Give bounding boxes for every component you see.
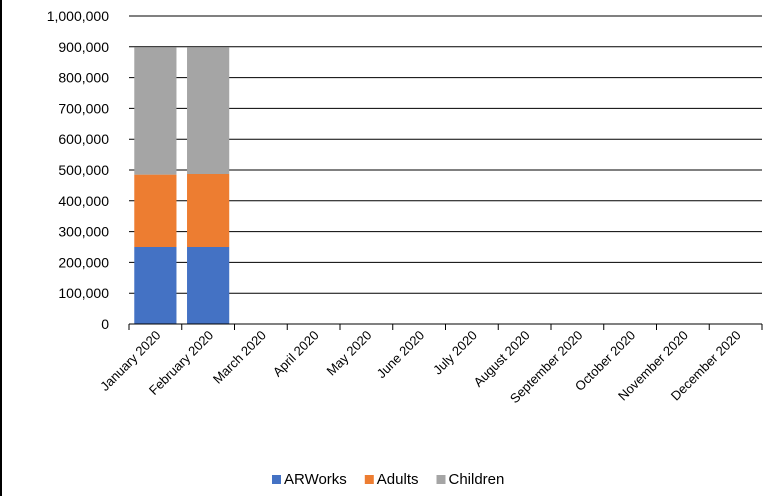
y-tick-label: 500,000 [58, 162, 109, 178]
bar-arworks-1 [134, 247, 177, 324]
y-tick-label: 400,000 [58, 193, 109, 209]
bar-adults-2 [187, 174, 230, 247]
y-tick-label: 100,000 [58, 285, 109, 301]
y-axis-ticks: 0 100,000 200,000 300,000 400,000 500,000 600,… [47, 8, 110, 332]
y-tick-label: 800,000 [58, 70, 109, 86]
y-tick-label: 0 [101, 316, 109, 332]
x-tick-label: May 2020 [324, 328, 375, 379]
y-tick-label: 700,000 [58, 100, 109, 116]
legend-label-adults: Adults [377, 471, 419, 488]
gridlines [129, 15, 762, 325]
bars [134, 47, 230, 324]
legend-label-children: Children [449, 471, 505, 488]
legend-swatch-arworks [272, 475, 281, 484]
y-tick-label: 900,000 [58, 39, 109, 55]
legend-label-arworks: ARWorks [284, 471, 347, 488]
legend-swatch-children [436, 475, 446, 484]
x-tick-label: April 2020 [270, 328, 322, 380]
bar-arworks-2 [187, 247, 230, 324]
bar-adults-1 [134, 174, 177, 247]
bar-children-1 [134, 47, 177, 175]
bar-children-2 [187, 47, 230, 175]
x-tick-label: July 2020 [430, 328, 480, 378]
legend: ARWorks Adults Children [272, 471, 504, 488]
y-tick-label: 300,000 [58, 224, 109, 240]
x-tick-label: June 2020 [374, 328, 428, 382]
y-tick-label: 1,000,000 [47, 8, 109, 24]
y-tick-label: 200,000 [58, 254, 109, 270]
x-tick-label: March 2020 [210, 328, 269, 387]
legend-swatch-adults [364, 475, 374, 484]
y-tick-label: 600,000 [58, 131, 109, 147]
